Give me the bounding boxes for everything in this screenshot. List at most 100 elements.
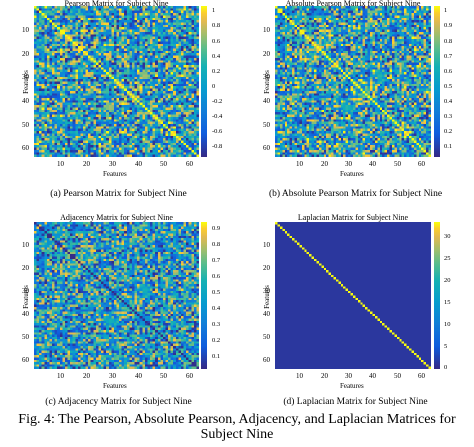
colorbar-tick: 0.8 xyxy=(212,241,221,248)
colorbar-tick: 0.6 xyxy=(444,68,453,75)
y-tick: 30 xyxy=(22,287,29,295)
colorbar-tick: 0 xyxy=(444,364,448,371)
y-tick: 10 xyxy=(263,241,270,249)
y-tick: 40 xyxy=(263,310,270,318)
colorbar-tick: -0.2 xyxy=(212,98,223,105)
x-tick: 40 xyxy=(369,160,376,168)
panel-c-colorbar xyxy=(201,222,207,369)
x-tick: 40 xyxy=(135,160,142,168)
figure-caption: Fig. 4: The Pearson, Absolute Pearson, A… xyxy=(18,412,456,442)
panel-b-subcaption: (b) Absolute Pearson Matrix for Subject … xyxy=(268,189,443,199)
colorbar-tick: 0.3 xyxy=(444,113,453,120)
x-tick: 20 xyxy=(321,160,328,168)
x-tick: 50 xyxy=(394,372,401,380)
colorbar-tick: 0.8 xyxy=(212,22,221,29)
colorbar-tick: 10 xyxy=(444,321,451,328)
colorbar-tick: 5 xyxy=(444,343,448,350)
panel-b-title: Absolute Pearson Matrix for Subject Nine xyxy=(285,0,421,8)
y-tick: 60 xyxy=(22,356,29,364)
x-tick: 30 xyxy=(345,372,352,380)
y-tick: 60 xyxy=(263,356,270,364)
x-tick: 10 xyxy=(57,372,64,380)
pearson-heatmap xyxy=(34,6,199,157)
y-tick: 40 xyxy=(22,97,29,105)
y-tick: 50 xyxy=(22,121,29,129)
y-tick: 50 xyxy=(263,333,270,341)
colorbar-tick: 30 xyxy=(444,233,451,240)
y-tick: 50 xyxy=(263,121,270,129)
x-tick: 50 xyxy=(160,160,167,168)
colorbar-tick: 0.4 xyxy=(212,305,221,312)
colorbar-tick: 0.1 xyxy=(212,353,221,360)
colorbar-tick: 0.7 xyxy=(212,257,221,264)
colorbar-tick: -0.6 xyxy=(212,128,223,135)
panel-a-xlabel: Features xyxy=(103,170,127,178)
colorbar-tick: 0.2 xyxy=(212,68,221,75)
x-tick: 10 xyxy=(296,372,303,380)
y-tick: 20 xyxy=(263,50,270,58)
colorbar-tick: 25 xyxy=(444,255,451,262)
colorbar-tick: 0.9 xyxy=(444,22,453,29)
y-tick: 20 xyxy=(22,264,29,272)
colorbar-tick: 0.8 xyxy=(444,38,453,45)
y-tick: 10 xyxy=(22,241,29,249)
colorbar-tick: -0.4 xyxy=(212,113,223,120)
y-tick: 10 xyxy=(22,26,29,34)
colorbar-tick: 0.2 xyxy=(212,337,221,344)
colorbar-tick: 15 xyxy=(444,299,451,306)
colorbar-tick: 0.2 xyxy=(444,128,453,135)
x-tick: 60 xyxy=(418,160,425,168)
x-tick: 60 xyxy=(186,160,193,168)
panel-b-xlabel: Features xyxy=(340,170,364,178)
y-tick: 50 xyxy=(22,333,29,341)
colorbar-tick: 0.4 xyxy=(444,98,453,105)
x-tick: 30 xyxy=(109,372,116,380)
colorbar-tick: 0.3 xyxy=(212,321,221,328)
y-tick: 20 xyxy=(263,264,270,272)
y-tick: 30 xyxy=(22,73,29,81)
colorbar-tick: 0.5 xyxy=(212,289,221,296)
panel-c-subcaption: (c) Adjacency Matrix for Subject Nine xyxy=(45,397,192,407)
colorbar-tick: 0.5 xyxy=(444,83,453,90)
panel-c-xlabel: Features xyxy=(103,382,127,390)
x-tick: 20 xyxy=(83,160,90,168)
y-tick: 40 xyxy=(22,310,29,318)
colorbar-tick: 1 xyxy=(212,7,216,14)
colorbar-tick: 0.4 xyxy=(212,53,221,60)
x-tick: 20 xyxy=(321,372,328,380)
colorbar-tick: 20 xyxy=(444,277,451,284)
panel-a-title: Pearson Matrix for Subject Nine xyxy=(64,0,169,8)
adjacency-heatmap xyxy=(34,222,199,369)
x-tick: 10 xyxy=(296,160,303,168)
x-tick: 60 xyxy=(418,372,425,380)
colorbar-tick: -0.8 xyxy=(212,143,223,150)
x-tick: 30 xyxy=(345,160,352,168)
colorbar-tick: 0.9 xyxy=(212,225,221,232)
colorbar-tick: 0.7 xyxy=(444,53,453,60)
x-tick: 40 xyxy=(369,372,376,380)
laplacian-heatmap xyxy=(275,222,431,369)
y-tick: 10 xyxy=(263,26,270,34)
panel-d-title: Laplacian Matrix for Subject Nine xyxy=(297,213,409,222)
colorbar-tick: 1 xyxy=(444,7,448,14)
x-tick: 60 xyxy=(186,372,193,380)
absolute-pearson-heatmap xyxy=(275,6,431,157)
y-tick: 60 xyxy=(22,144,29,152)
colorbar-tick: 0.6 xyxy=(212,273,221,280)
panel-b-colorbar xyxy=(434,6,440,157)
x-tick: 50 xyxy=(394,160,401,168)
y-tick: 40 xyxy=(263,97,270,105)
y-tick: 60 xyxy=(263,144,270,152)
y-tick: 20 xyxy=(22,50,29,58)
colorbar-tick: 0.1 xyxy=(444,143,453,150)
panel-a-subcaption: (a) Pearson Matrix for Subject Nine xyxy=(50,189,187,199)
y-tick: 30 xyxy=(263,73,270,81)
x-tick: 10 xyxy=(57,160,64,168)
panel-c-title: Adjacency Matrix for Subject Nine xyxy=(60,213,173,222)
panel-d-xlabel: Features xyxy=(340,382,364,390)
x-tick: 50 xyxy=(160,372,167,380)
colorbar-tick: 0.6 xyxy=(212,38,221,45)
x-tick: 30 xyxy=(109,160,116,168)
panel-d-subcaption: (d) Laplacian Matrix for Subject Nine xyxy=(283,397,428,407)
panel-d-colorbar xyxy=(434,222,440,369)
